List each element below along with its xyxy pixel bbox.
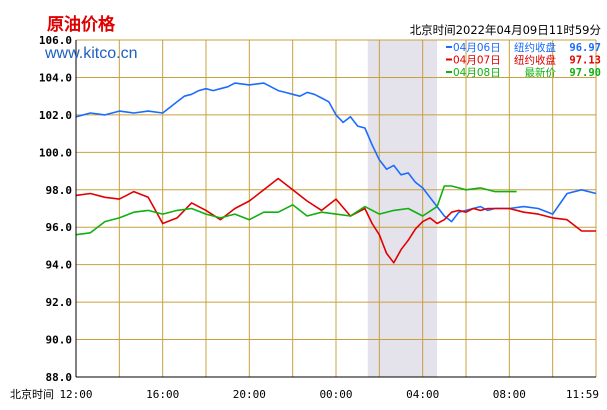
legend-label: 最新价 <box>525 66 557 79</box>
x-tick-label: 00:00 <box>319 388 352 401</box>
legend-value: 96.97 <box>569 42 601 54</box>
series-line-2 <box>75 177 596 264</box>
y-tick-label: 98.0 <box>46 184 73 197</box>
y-tick-label: 102.0 <box>39 109 72 122</box>
x-tick-label: 04:00 <box>406 388 439 401</box>
x-tick-label: 16:00 <box>146 388 179 401</box>
y-tick-label: 100.0 <box>39 146 72 159</box>
legend-item: 04月07日 纽约收盘 97.13 <box>446 54 601 67</box>
series-line-3 <box>75 185 517 236</box>
legend-value: 97.13 <box>569 55 601 67</box>
legend-label: 纽约收盘 <box>514 41 556 54</box>
y-tick-label: 88.0 <box>46 371 73 384</box>
y-tick-label: 96.0 <box>46 221 73 234</box>
y-tick-label: 90.0 <box>46 334 73 347</box>
legend-date: 04月08日 <box>453 67 501 79</box>
site-url: www.kitco.cn <box>44 45 137 62</box>
legend-label: 纽约收盘 <box>514 54 556 67</box>
timestamp: 北京时间2022年04月09日11时59分 <box>410 23 602 37</box>
legend-item: 04月08日 最新价 97.90 <box>446 66 601 79</box>
x-tick-label: 11:59 <box>566 388 599 401</box>
x-axis-label: 北京时间 <box>10 387 54 401</box>
x-tick-label: 08:00 <box>493 388 526 401</box>
legend-date: 04月07日 <box>453 55 501 67</box>
x-tick-label: 12:00 <box>59 388 92 401</box>
legend-value: 97.90 <box>569 67 601 79</box>
y-tick-label: 94.0 <box>46 259 73 272</box>
y-tick-label: 92.0 <box>46 296 73 309</box>
series-line-1 <box>75 82 597 223</box>
legend-date: 04月06日 <box>453 42 501 54</box>
axis-layer <box>75 40 596 378</box>
series-layer <box>75 82 597 264</box>
y-tick-label: 106.0 <box>39 34 72 47</box>
x-tick-label: 20:00 <box>233 388 266 401</box>
chart-title: 原油价格 <box>47 14 116 35</box>
legend-item: 04月06日 纽约收盘 96.97 <box>446 41 601 54</box>
tick-label-layer: 88.0 90.0 92.0 94.0 96.0 98.0 100.0 102.0 104.0 1… <box>39 34 599 401</box>
y-tick-label: 104.0 <box>39 71 72 84</box>
